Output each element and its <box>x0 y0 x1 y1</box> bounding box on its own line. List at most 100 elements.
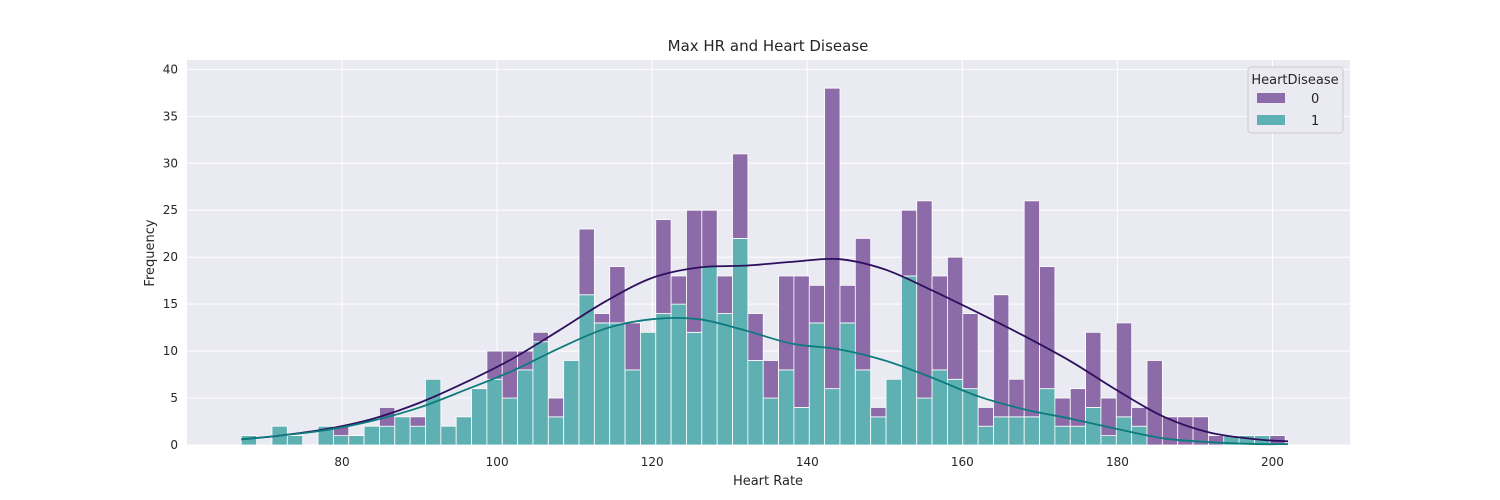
bar-heartdisease-1 <box>1069 425 1087 446</box>
bar-heartdisease-1 <box>348 435 365 446</box>
x-tick-labels: 80 100 120 140 160 180 200 <box>334 455 1283 469</box>
bar-heartdisease-1 <box>1008 416 1025 446</box>
bar-heartdisease-1 <box>962 388 979 446</box>
bar-heartdisease-1 <box>363 425 380 446</box>
bar-heartdisease-0 <box>870 407 887 418</box>
y-tick-label: 0 <box>170 438 178 452</box>
bar-heartdisease-0 <box>1131 407 1148 427</box>
bar-heartdisease-1 <box>686 331 703 446</box>
bar-heartdisease-1 <box>808 322 826 446</box>
x-tick-label: 80 <box>334 455 349 469</box>
bar-heartdisease-0 <box>670 275 687 305</box>
legend-label-1: 1 <box>1311 114 1319 129</box>
bar-heartdisease-1 <box>993 416 1010 446</box>
bar-heartdisease-0 <box>409 416 426 427</box>
bar-heartdisease-1 <box>517 369 534 446</box>
bar-heartdisease-1 <box>1100 435 1117 446</box>
bar-heartdisease-0 <box>747 313 764 361</box>
bar-heartdisease-0 <box>762 360 779 399</box>
bar-heartdisease-0 <box>701 209 718 267</box>
x-axis-label: Heart Rate <box>733 474 803 489</box>
bar-heartdisease-0 <box>778 275 795 371</box>
bar-heartdisease-0 <box>1008 378 1025 418</box>
bar-heartdisease-1 <box>747 360 764 446</box>
bar-heartdisease-0 <box>1054 397 1071 427</box>
kde-curves <box>241 257 1289 446</box>
chart-title: Max HR and Heart Disease <box>668 37 869 55</box>
bar-heartdisease-1 <box>854 369 872 446</box>
y-tick-label: 40 <box>163 62 178 76</box>
bar-heartdisease-1 <box>839 322 856 446</box>
x-tick-label: 160 <box>951 455 974 469</box>
y-tick-label: 25 <box>163 203 178 217</box>
bar-heartdisease-1 <box>1039 388 1056 446</box>
bar-heartdisease-1 <box>563 360 580 446</box>
bar-heartdisease-0 <box>1085 331 1102 408</box>
y-tick-label: 20 <box>163 250 178 264</box>
x-tick-label: 200 <box>1261 455 1284 469</box>
bar-heartdisease-1 <box>624 369 641 446</box>
bar-heartdisease-0 <box>947 256 964 380</box>
bar-heartdisease-0 <box>1100 397 1117 437</box>
bar-heartdisease-1 <box>379 425 396 446</box>
x-tick-label: 100 <box>486 455 509 469</box>
legend-swatch-1 <box>1257 115 1285 125</box>
bar-heartdisease-1 <box>286 435 304 446</box>
bar-heartdisease-1 <box>501 397 519 446</box>
bar-heartdisease-1 <box>1054 425 1071 446</box>
bar-heartdisease-1 <box>655 313 672 446</box>
bar-heartdisease-1 <box>778 369 795 446</box>
x-tick-label: 180 <box>1106 455 1129 469</box>
bar-heartdisease-1 <box>486 378 503 446</box>
bar-heartdisease-0 <box>808 284 826 324</box>
y-tick-label: 15 <box>163 297 178 311</box>
bar-heartdisease-1 <box>409 425 426 446</box>
x-tick-label: 140 <box>796 455 819 469</box>
bar-heartdisease-1 <box>1085 407 1102 446</box>
bar-heartdisease-0 <box>716 275 733 314</box>
bar-heartdisease-0 <box>1115 322 1133 418</box>
bar-heartdisease-1 <box>394 416 411 446</box>
legend-swatch-0 <box>1257 93 1285 103</box>
bar-heartdisease-1 <box>471 388 488 446</box>
bar-heartdisease-0 <box>547 397 565 418</box>
legend: HeartDisease 0 1 <box>1247 66 1344 134</box>
bar-heartdisease-0 <box>900 209 918 277</box>
bar-heartdisease-0 <box>793 275 810 408</box>
bar-heartdisease-1 <box>332 435 350 446</box>
bar-heartdisease-0 <box>578 228 595 296</box>
bar-heartdisease-0 <box>532 331 549 343</box>
bar-heartdisease-1 <box>900 275 918 446</box>
legend-label-0: 0 <box>1311 92 1319 107</box>
bar-heartdisease-1 <box>640 331 657 446</box>
bar-heartdisease-1 <box>701 266 718 446</box>
bar-heartdisease-0 <box>1146 360 1163 446</box>
bar-heartdisease-0 <box>854 238 872 371</box>
bars-group <box>240 87 1286 446</box>
bar-heartdisease-1 <box>732 238 749 446</box>
bar-heartdisease-1 <box>885 378 902 446</box>
bar-heartdisease-1 <box>977 425 994 446</box>
y-axis-label: Frequency <box>143 219 158 286</box>
bar-heartdisease-0 <box>593 313 611 324</box>
bar-heartdisease-0 <box>686 209 703 333</box>
bar-heartdisease-1 <box>609 322 626 446</box>
bar-heartdisease-0 <box>977 407 994 427</box>
bar-heartdisease-0 <box>839 284 856 324</box>
x-tick-label: 120 <box>641 455 664 469</box>
bar-heartdisease-1 <box>716 313 733 446</box>
kde-curve-1 <box>241 316 1288 446</box>
bar-heartdisease-0 <box>993 294 1010 418</box>
bar-heartdisease-1 <box>670 303 687 446</box>
y-tick-labels: 0 5 10 15 20 25 30 35 40 <box>163 62 178 452</box>
bar-heartdisease-0 <box>916 200 933 399</box>
bar-heartdisease-0 <box>931 275 948 371</box>
bar-heartdisease-1 <box>425 378 442 446</box>
bar-heartdisease-0 <box>1039 266 1056 390</box>
y-tick-label: 5 <box>170 391 178 405</box>
bar-heartdisease-0 <box>655 219 672 314</box>
bar-heartdisease-1 <box>455 416 472 446</box>
bar-heartdisease-0 <box>732 153 749 239</box>
